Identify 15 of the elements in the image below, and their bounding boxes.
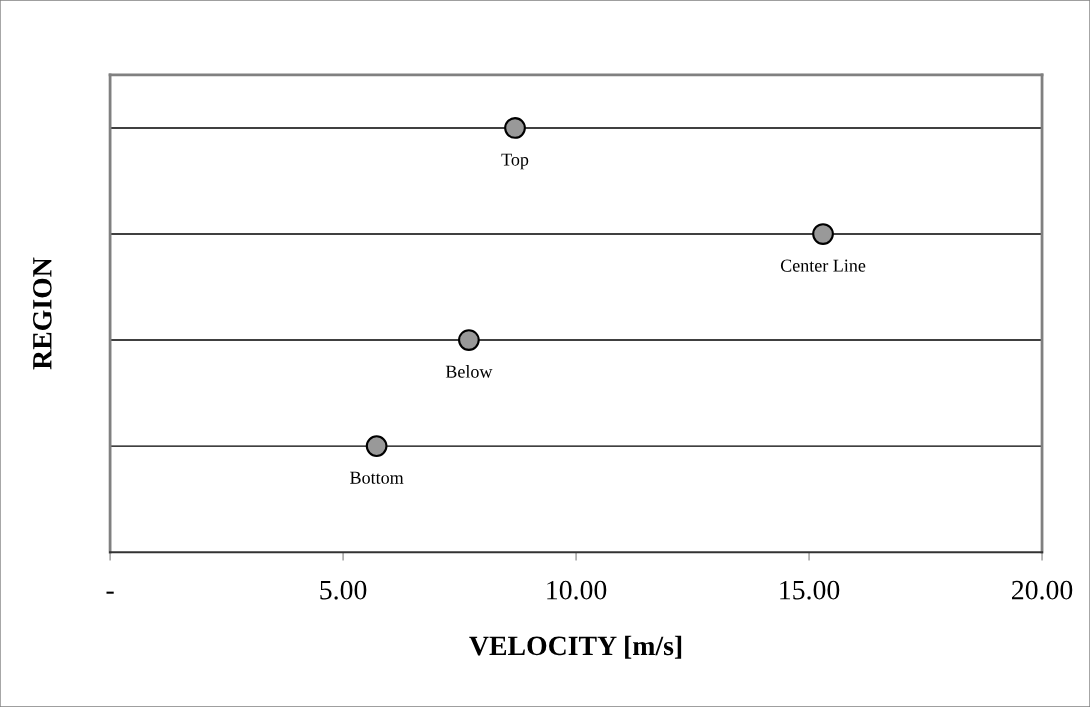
y-tick-label: Top — [501, 153, 529, 170]
y-tick-label: Below — [445, 365, 493, 378]
x-tick-label: 20.00 — [1012, 580, 1073, 600]
y-axis-title: REGION — [33, 257, 52, 370]
point — [458, 329, 480, 351]
x-tick-label: 15.00 — [780, 580, 840, 600]
x-tick-label: 10.00 — [547, 580, 607, 600]
x-axis-title: VELOCITY [m/s] — [469, 635, 682, 659]
x-tick-label: - — [106, 591, 114, 594]
point — [365, 435, 388, 457]
x-tick-label: 5.00 — [320, 580, 367, 600]
point — [504, 117, 526, 139]
y-tick-label: Center Line — [780, 259, 866, 272]
y-tick-label: Bottom — [350, 471, 404, 484]
point — [812, 223, 834, 245]
